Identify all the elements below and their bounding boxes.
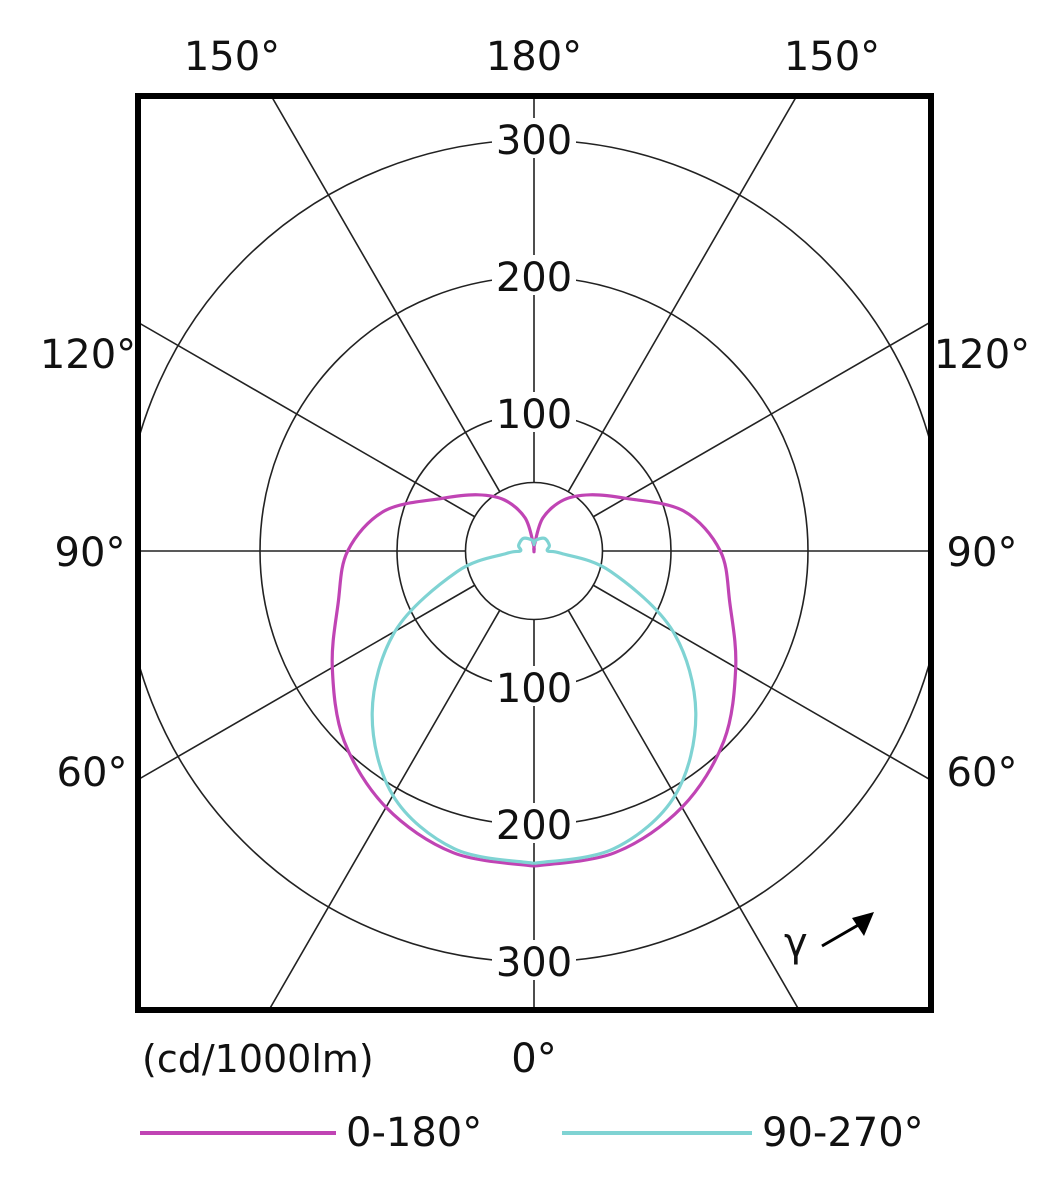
angle-label-90-left: 90° bbox=[55, 530, 126, 576]
series-curve-0-180 bbox=[330, 493, 738, 868]
ring-label-bg bbox=[492, 940, 576, 980]
angle-label-120-left: 120° bbox=[40, 332, 136, 378]
angle-label-60-left: 60° bbox=[57, 750, 128, 796]
gamma-arrow-icon bbox=[821, 912, 874, 948]
ring-labels: 100 100 200 200 300 300 bbox=[492, 118, 576, 986]
grid-spoke-60 bbox=[592, 584, 931, 782]
grid-spoke-30 bbox=[567, 609, 800, 1010]
ring-label-bg bbox=[492, 803, 576, 843]
angle-label-150-right: 150° bbox=[784, 34, 880, 80]
ring-label-100-top: 100 bbox=[496, 392, 572, 438]
grid-spoke-150 bbox=[567, 96, 798, 493]
ring-label-bg bbox=[492, 666, 576, 706]
plot-frame bbox=[135, 93, 934, 1013]
ring-label-100-bottom: 100 bbox=[496, 666, 572, 712]
angle-label-60-right: 60° bbox=[947, 750, 1018, 796]
unit-label: (cd/1000lm) bbox=[142, 1037, 374, 1081]
legend-label-90-270: 90-270° bbox=[762, 1110, 924, 1156]
legend-label-0-180: 0-180° bbox=[346, 1110, 482, 1156]
ring-label-bg bbox=[492, 392, 576, 432]
angle-label-120-right: 120° bbox=[934, 332, 1030, 378]
angle-label-180: 180° bbox=[486, 34, 582, 80]
ring-label-bg bbox=[492, 255, 576, 295]
grid-spoke-240 bbox=[138, 321, 476, 518]
ring-label-300-bottom: 300 bbox=[496, 940, 572, 986]
ring-label-200-bottom: 200 bbox=[496, 803, 572, 849]
legend: 0-180° 90-270° bbox=[140, 1110, 924, 1156]
grid-spoke-120 bbox=[592, 320, 931, 518]
gamma-label: γ bbox=[784, 920, 808, 966]
grid-spoke-330 bbox=[268, 609, 501, 1010]
ring-label-300-top: 300 bbox=[496, 118, 572, 164]
angle-label-0: 0° bbox=[511, 1036, 556, 1082]
series-layer bbox=[330, 493, 738, 868]
grid-spoke-210 bbox=[270, 96, 501, 493]
angle-label-90-right: 90° bbox=[947, 530, 1018, 576]
series-curve-90-270 bbox=[370, 536, 698, 865]
ring-label-200-top: 200 bbox=[496, 255, 572, 301]
angle-label-150-left: 150° bbox=[184, 34, 280, 80]
ring-label-bg bbox=[492, 118, 576, 158]
grid-spoke-300 bbox=[138, 584, 476, 781]
